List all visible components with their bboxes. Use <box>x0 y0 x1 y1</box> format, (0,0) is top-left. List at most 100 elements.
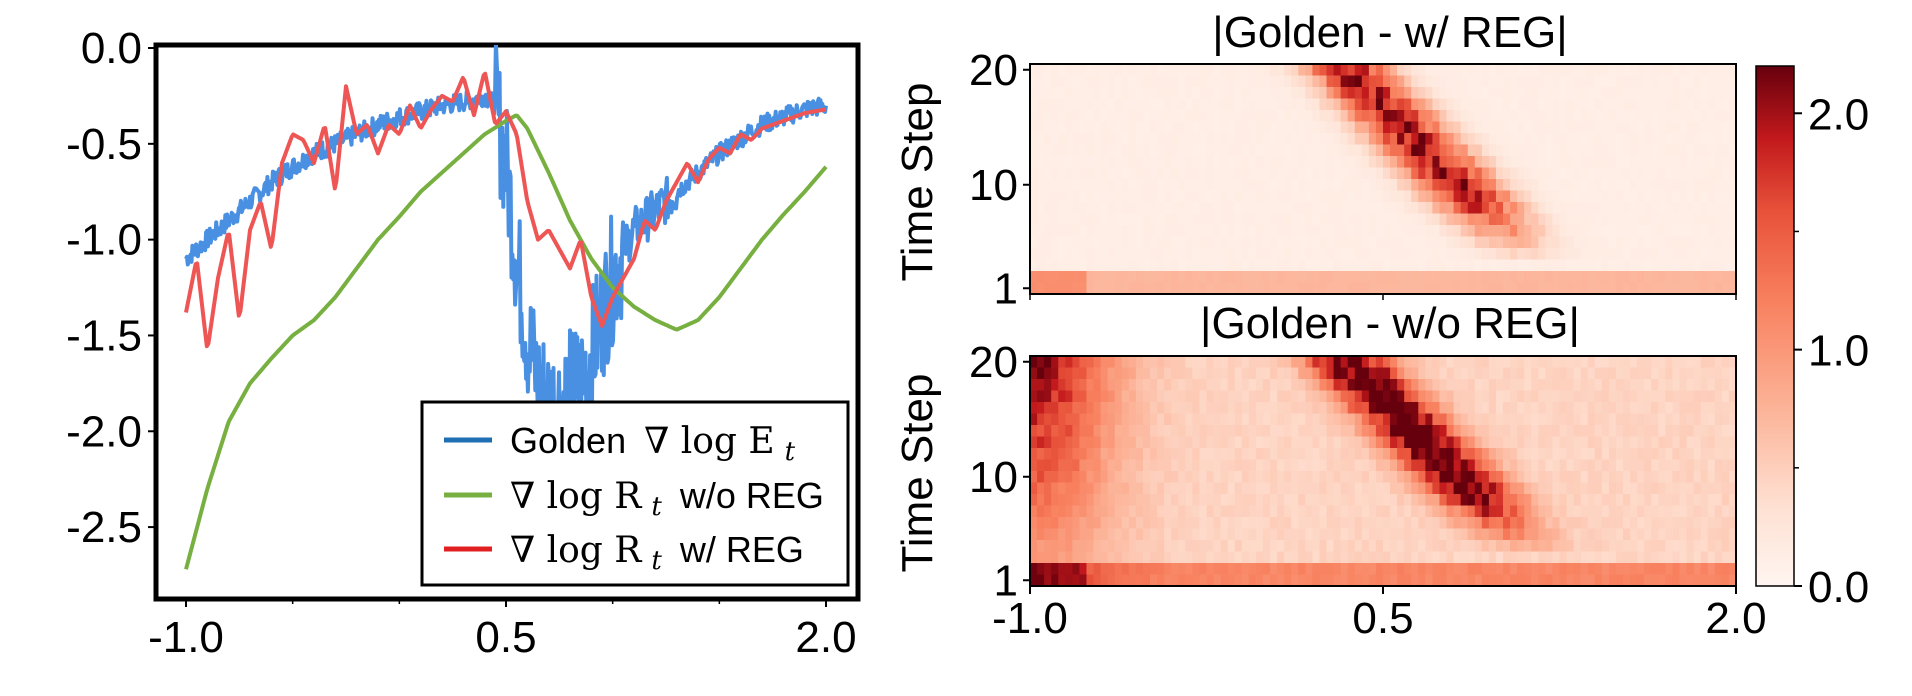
heatmap-top-cell <box>1460 248 1469 261</box>
heatmap-bottom-cell <box>1227 402 1236 415</box>
heatmap-top-cell <box>1262 87 1271 100</box>
heatmap-bottom-cell <box>1206 425 1215 438</box>
heatmap-bottom-cell <box>1241 356 1250 369</box>
heatmap-bottom-cell <box>1142 367 1151 380</box>
heatmap-top-cell <box>1100 121 1109 134</box>
heatmap-bottom-cell <box>1453 574 1462 586</box>
heatmap-bottom-cell <box>1037 505 1045 518</box>
heatmap-top-cell <box>1051 121 1059 134</box>
heatmap-top-cell <box>1510 121 1518 134</box>
heatmap-bottom-cell <box>1065 517 1073 530</box>
heatmap-bottom-cell <box>1411 413 1419 426</box>
heatmap-top-cell <box>1199 202 1208 215</box>
heatmap-top-cell <box>1150 248 1158 261</box>
heatmap-bottom-cell <box>1058 413 1066 426</box>
heatmap-bottom-cell <box>1206 517 1215 530</box>
heatmap-top-cell <box>1284 271 1292 284</box>
heatmap-top-cell <box>1284 110 1292 123</box>
heatmap-top-cell <box>1608 144 1617 157</box>
heatmap-bottom-cell <box>1270 471 1278 484</box>
heatmap-top-cell <box>1284 121 1292 134</box>
heatmap-top-cell <box>1728 167 1736 180</box>
heatmap-bottom-cell <box>1319 379 1328 392</box>
heatmap-top-cell <box>1524 190 1532 203</box>
heatmap-top-cell <box>1178 75 1186 88</box>
heatmap-bottom-cell <box>1411 390 1419 403</box>
heatmap-top-cell <box>1157 259 1165 272</box>
heatmap-bottom-cell <box>1072 425 1081 438</box>
heatmap-bottom-cell <box>1679 413 1688 426</box>
heatmap-top-cell <box>1390 64 1398 77</box>
heatmap-bottom-cell <box>1361 356 1370 369</box>
heatmap-bottom-cell <box>1397 563 1405 576</box>
series-line-w-reg <box>184 71 827 349</box>
heatmap-top-cell <box>1460 236 1469 249</box>
heatmap-top-cell <box>1199 236 1208 249</box>
heatmap-top-cell <box>1580 213 1589 226</box>
heatmap-top-cell <box>1460 213 1469 226</box>
heatmap-bottom-cell <box>1262 413 1271 426</box>
heatmap-top-cell <box>1510 190 1518 203</box>
heatmap-bottom-cell <box>1538 390 1546 403</box>
heatmap-bottom-cell <box>1524 505 1532 518</box>
heatmap-bottom-cell <box>1220 471 1229 484</box>
heatmap-bottom-cell <box>1044 367 1052 380</box>
heatmap-bottom-cell <box>1284 471 1292 484</box>
heatmap-top-cell <box>1446 179 1455 192</box>
heatmap-top-cell <box>1142 202 1151 215</box>
heatmap-top-cell <box>1199 110 1208 123</box>
heatmap-top-cell <box>1658 202 1666 215</box>
heatmap-top-cell <box>1030 87 1038 100</box>
heatmap-bottom-cell <box>1234 551 1243 564</box>
heatmap-bottom-cell <box>1312 367 1321 380</box>
heatmap-bottom-cell <box>1601 563 1610 576</box>
heatmap-bottom-cell <box>1051 482 1059 495</box>
heatmap-top-cell <box>1531 236 1539 249</box>
heatmap-bottom-cell <box>1030 528 1038 541</box>
heatmap-bottom-cell <box>1686 413 1695 426</box>
heatmap-bottom-cell <box>1128 505 1137 518</box>
heatmap-bottom-cell <box>1333 356 1342 369</box>
heatmap-top-cell <box>1206 190 1215 203</box>
heatmap-bottom-cell <box>1517 459 1525 472</box>
heatmap-top-cell <box>1037 156 1045 169</box>
heatmap-top-cell <box>1284 87 1292 100</box>
heatmap-top-cell <box>1531 87 1539 100</box>
heatmap-bottom-cell <box>1128 482 1137 495</box>
heatmap-top-cell <box>1721 87 1730 100</box>
heatmap-top-cell <box>1679 110 1688 123</box>
heatmap-bottom-cell <box>1326 517 1335 530</box>
heatmap-top-cell <box>1397 75 1405 88</box>
heatmap-top-cell <box>1347 282 1356 294</box>
heatmap-bottom-cell <box>1277 540 1285 553</box>
heatmap-top-cell <box>1121 167 1130 180</box>
heatmap-top-cell <box>1030 282 1038 294</box>
heatmap-top-cell <box>1587 167 1596 180</box>
heatmap-bottom-cell <box>1545 436 1554 449</box>
heatmap-bottom-cell <box>1566 425 1575 438</box>
heatmap-top-cell <box>1545 179 1554 192</box>
heatmap-bottom-cell <box>1460 379 1469 392</box>
heatmap-top-cell <box>1093 98 1102 111</box>
heatmap-top-cell <box>1100 259 1109 272</box>
heatmap-top-cell <box>1693 156 1702 169</box>
heatmap-top-cell <box>1721 121 1730 134</box>
heatmap-top-cell <box>1707 75 1716 88</box>
heatmap-top-cell <box>1333 259 1342 272</box>
heatmap-bottom-cell <box>1672 540 1681 553</box>
heatmap-top-cell <box>1552 87 1561 100</box>
heatmap-top-cell <box>1573 271 1582 284</box>
heatmap-top-cell <box>1277 156 1285 169</box>
heatmap-bottom-cell <box>1185 517 1193 530</box>
heatmap-bottom-cell <box>1495 482 1504 495</box>
heatmap-top-cell <box>1474 133 1483 146</box>
heatmap-bottom-cell <box>1404 356 1412 369</box>
heatmap-bottom-cell <box>1573 356 1582 369</box>
heatmap-bottom-cell <box>1524 574 1532 586</box>
heatmap-bottom-cell <box>1686 379 1695 392</box>
legend-entry-wo-reg: ∇ log R t w/o REG <box>444 475 824 522</box>
heatmap-top-cell <box>1686 190 1695 203</box>
heatmap-bottom-cell <box>1566 402 1575 415</box>
heatmap-top-cell <box>1107 144 1116 157</box>
heatmap-bottom-cell <box>1679 471 1688 484</box>
